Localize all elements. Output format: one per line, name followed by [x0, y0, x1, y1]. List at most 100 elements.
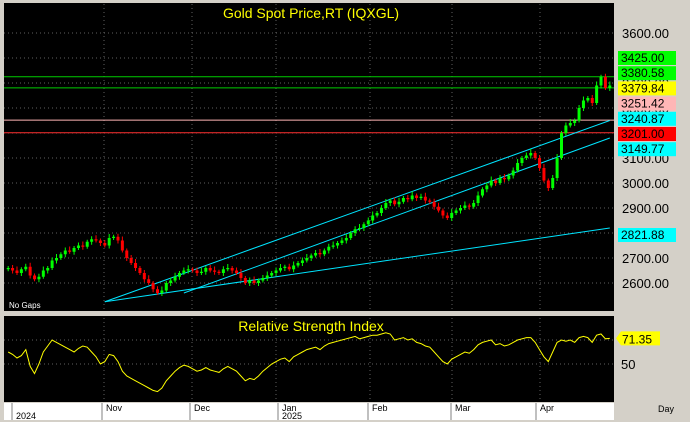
candle-body	[169, 280, 173, 283]
candle-body	[138, 268, 142, 273]
candle-body	[125, 250, 129, 258]
candle-body	[397, 201, 401, 205]
price-tag-label: 3380.58	[621, 66, 665, 80]
candle-body	[164, 283, 168, 291]
candle-body	[423, 196, 427, 201]
price-tick: 2600.00	[622, 276, 669, 291]
candle-body	[283, 266, 287, 268]
price-tick: 3000.00	[622, 176, 669, 191]
candle-body	[248, 280, 252, 283]
candle-body	[226, 268, 230, 270]
time-axis-year: 2025	[282, 411, 302, 421]
candle-body	[437, 206, 441, 211]
candle-body	[257, 280, 260, 283]
time-axis-month: Jan	[282, 403, 297, 413]
candle-body	[278, 268, 282, 271]
price-tag-label: 2821.88	[621, 228, 665, 242]
time-axis-month: Nov	[106, 403, 123, 413]
candle-body	[151, 283, 155, 290]
price-tag-label: 3379.84	[621, 81, 665, 95]
candle-body	[221, 269, 225, 273]
candle-body	[608, 85, 612, 88]
rsi-value-label: 71.35	[622, 332, 652, 346]
candle-body	[467, 205, 471, 207]
price-tag-label: 3251.42	[621, 97, 665, 111]
trendline	[104, 227, 610, 303]
candle-body	[586, 98, 590, 101]
candle-body	[142, 273, 146, 280]
candle-body	[33, 275, 37, 280]
candle-body	[15, 270, 19, 273]
candle-body	[156, 289, 159, 293]
candle-body	[204, 268, 208, 272]
candle-body	[252, 280, 256, 283]
candle-body	[103, 243, 107, 246]
candle-body	[573, 120, 577, 123]
candle-body	[270, 273, 274, 276]
candle-body	[502, 178, 506, 180]
candle-body	[520, 158, 524, 163]
rsi-tick-50: 50	[621, 357, 635, 372]
candle-body	[261, 278, 265, 281]
price-tag: 3380.58	[618, 66, 676, 81]
price-tick: 3600.00	[622, 26, 669, 41]
candle-body	[76, 245, 80, 248]
candle-body	[177, 273, 181, 277]
price-tag-label: 3425.00	[621, 51, 665, 65]
candle-body	[230, 268, 234, 271]
candle-body	[296, 263, 300, 266]
candle-body	[322, 250, 326, 255]
candle-body	[406, 198, 410, 200]
candle-body	[98, 240, 102, 243]
time-unit-label: Day	[658, 404, 675, 414]
price-tag-label: 3201.00	[621, 127, 665, 141]
candle-body	[375, 213, 379, 216]
candle-body	[94, 239, 98, 241]
price-tag: 3425.00	[618, 51, 676, 65]
price-tag: 3201.00	[618, 127, 676, 141]
trendline	[104, 120, 610, 303]
rsi-panel	[4, 316, 614, 402]
candle-body	[50, 260, 54, 268]
candle-body	[235, 270, 239, 273]
candle-body	[120, 240, 124, 251]
candle-body	[68, 250, 72, 252]
candle-body	[529, 153, 533, 156]
candle-body	[516, 163, 520, 171]
candle-body	[327, 246, 331, 251]
candle-body	[476, 195, 480, 203]
candle-body	[349, 233, 353, 238]
candle-body	[336, 243, 340, 246]
time-axis-month: 2024	[16, 411, 36, 421]
candle-body	[568, 123, 572, 126]
candle-body	[524, 155, 528, 158]
rsi-panel-title: Relative Strength Index	[238, 318, 384, 334]
price-panel-title: Gold Spot Price,RT (IQXGL)	[223, 5, 399, 21]
candle-body	[72, 248, 76, 252]
price-tag: 2821.88	[618, 228, 676, 242]
price-tag: 3251.42	[618, 96, 676, 111]
candle-body	[24, 266, 28, 270]
candle-body	[160, 290, 164, 293]
time-axis-labels: 2024 Nov Dec Jan Feb Mar Apr 2025	[11, 403, 554, 421]
price-panel	[4, 3, 614, 311]
candle-body	[55, 258, 58, 261]
price-tag: 3240.87	[618, 111, 676, 126]
candle-body	[454, 210, 458, 213]
candle-body	[344, 238, 348, 241]
candle-body	[419, 196, 423, 198]
candle-body	[107, 238, 111, 246]
candle-body	[463, 205, 467, 208]
candle-body	[59, 254, 63, 258]
candle-body	[450, 213, 454, 218]
candle-body	[265, 275, 269, 278]
candle-body	[590, 98, 594, 103]
candle-body	[511, 170, 515, 176]
candle-body	[599, 76, 603, 86]
candle-body	[441, 210, 445, 216]
candle-body	[353, 229, 357, 233]
candle-body	[384, 203, 388, 208]
candle-body	[90, 239, 94, 242]
candle-body	[292, 265, 296, 270]
candle-body	[507, 175, 511, 180]
